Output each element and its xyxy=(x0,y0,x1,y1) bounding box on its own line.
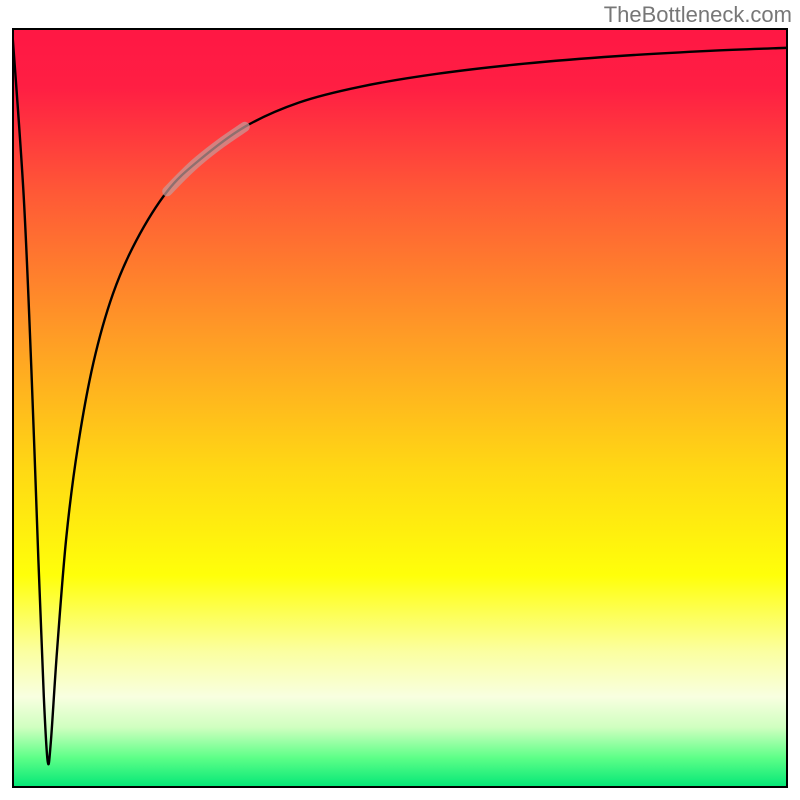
gradient-background xyxy=(12,28,788,788)
plot-svg xyxy=(12,28,788,788)
attribution-watermark: TheBottleneck.com xyxy=(604,2,792,28)
plot-area xyxy=(12,28,788,788)
figure-root: TheBottleneck.com xyxy=(0,0,800,800)
